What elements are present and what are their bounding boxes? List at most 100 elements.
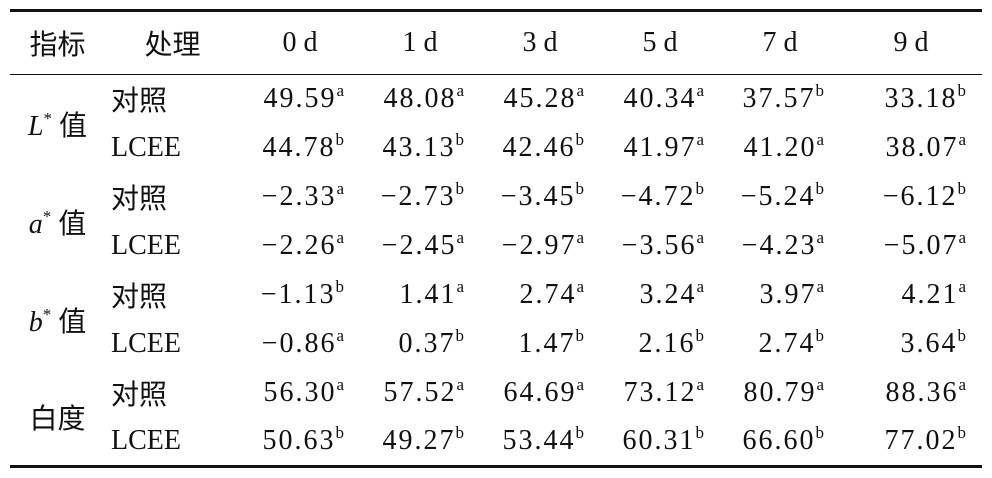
- value-cell: 38.07a: [840, 124, 982, 173]
- value: 3.24: [639, 279, 697, 310]
- value-cell: 66.60b: [720, 418, 840, 467]
- table-body: L* 值对照 49.59a 48.08a 45.28a 40.34a 37.57b 33.1…: [10, 75, 982, 467]
- value-cell: 50.63b: [240, 418, 360, 467]
- header-cell: 处理: [144, 30, 201, 61]
- value: −1.13: [260, 279, 336, 310]
- significance: b: [455, 179, 465, 198]
- value: −6.12: [882, 181, 958, 212]
- value-cell: −5.24b: [720, 173, 840, 222]
- value: 1.47: [518, 328, 576, 359]
- indicator-cell: a* 值: [10, 173, 105, 271]
- header-row: 指标 处理 0 d 1 d 3 d 5 d 7 d 9 d: [10, 10, 982, 75]
- indicator-symbol: a: [28, 208, 43, 240]
- value: 57.52: [383, 377, 457, 408]
- significance: b: [455, 326, 465, 345]
- significance: b: [815, 326, 825, 345]
- value: 50.63: [262, 425, 336, 457]
- value: 66.60: [742, 425, 816, 457]
- significance: a: [336, 228, 344, 247]
- value-cell: 41.97a: [600, 124, 720, 173]
- indicator-symbol: b: [28, 306, 43, 338]
- value-cell: −6.12b: [840, 173, 982, 222]
- table-row: LCEE 44.78b 43.13b 42.46b 41.97a 41.20a 38.07a: [10, 124, 982, 173]
- table-header: 指标 处理 0 d 1 d 3 d 5 d 7 d 9 d: [10, 10, 982, 75]
- header-cell: 0 d: [282, 27, 318, 58]
- table-row: b* 值对照 −1.13b 1.41a 2.74a 3.24a 3.97a 4.21a: [10, 271, 982, 338]
- value-cell: 3.24a: [600, 271, 720, 320]
- treatment-cell: LCEE: [111, 132, 181, 163]
- value: −2.73: [380, 181, 456, 212]
- significance: a: [576, 277, 584, 296]
- significance: a: [456, 228, 464, 247]
- value: −2.45: [381, 230, 457, 261]
- value-cell: 2.74a: [480, 271, 600, 320]
- indicator-text: 值: [59, 110, 88, 142]
- value: 45.28: [503, 83, 577, 115]
- value-cell: 42.46b: [480, 124, 600, 173]
- significance: a: [336, 375, 344, 394]
- significance: b: [957, 81, 967, 101]
- value-cell: −0.86a: [240, 320, 360, 369]
- significance: a: [336, 81, 344, 101]
- value: 3.64: [900, 328, 958, 359]
- significance: a: [958, 375, 966, 394]
- value: 37.57: [742, 83, 816, 115]
- significance: b: [695, 179, 705, 198]
- significance: a: [576, 375, 584, 394]
- value-cell: −4.23a: [720, 222, 840, 271]
- table-row: 白度 对照 56.30a 57.52a 64.69a 73.12a 80.79a 88.36a: [10, 369, 982, 435]
- value: 2.16: [638, 328, 696, 359]
- value-cell: 2.74b: [720, 320, 840, 369]
- value-cell: 57.52a: [360, 369, 480, 418]
- value-cell: 49.27b: [360, 418, 480, 467]
- significance: a: [576, 228, 584, 247]
- value-cell: 88.36a: [840, 369, 982, 418]
- value: 33.18: [884, 83, 958, 115]
- value-cell: 45.28a: [480, 75, 600, 124]
- value: −2.97: [501, 230, 577, 261]
- significance: a: [816, 228, 824, 247]
- value-cell: 43.13b: [360, 124, 480, 173]
- value: 80.79: [743, 377, 817, 408]
- significance: a: [336, 326, 344, 345]
- significance: b: [575, 179, 585, 198]
- value-cell: 3.97a: [720, 271, 840, 320]
- header-cell: 5 d: [642, 27, 678, 58]
- value: −3.45: [500, 181, 576, 212]
- significance: a: [696, 81, 704, 101]
- table-row: LCEE 50.63b 49.27b 53.44b 60.31b 66.60b 77.02b: [10, 418, 982, 467]
- value: 77.02: [884, 425, 958, 457]
- value-cell: 64.69a: [480, 369, 600, 418]
- value: 49.59: [263, 83, 337, 115]
- value: 0.37: [398, 328, 456, 359]
- value-cell: 1.41a: [360, 271, 480, 320]
- value: 41.97: [623, 132, 697, 163]
- value-cell: 0.37b: [360, 320, 480, 369]
- significance: a: [958, 130, 966, 149]
- value: 2.74: [758, 328, 816, 359]
- value: 38.07: [885, 132, 959, 163]
- significance: a: [696, 130, 704, 149]
- value-cell: 48.08a: [360, 75, 480, 124]
- significance: b: [575, 423, 585, 443]
- treatment-cell: 对照: [111, 184, 168, 215]
- value: 60.31: [622, 425, 696, 457]
- indicator-sup: *: [43, 108, 53, 128]
- value: 41.20: [743, 132, 817, 163]
- value-cell: 73.12a: [600, 369, 720, 418]
- value-cell: 40.34a: [600, 75, 720, 124]
- significance: a: [958, 277, 966, 296]
- header-cell: 7 d: [762, 27, 798, 58]
- treatment-cell: 对照: [111, 380, 168, 411]
- significance: a: [696, 228, 704, 247]
- indicator-sup: *: [42, 304, 52, 324]
- value: 53.44: [502, 425, 576, 457]
- value: 1.41: [399, 279, 457, 310]
- value-cell: −2.26a: [240, 222, 360, 271]
- significance: a: [816, 130, 824, 149]
- value: −3.56: [621, 230, 697, 261]
- value: 3.97: [759, 279, 817, 310]
- value-cell: 41.20a: [720, 124, 840, 173]
- value: 42.46: [502, 132, 576, 163]
